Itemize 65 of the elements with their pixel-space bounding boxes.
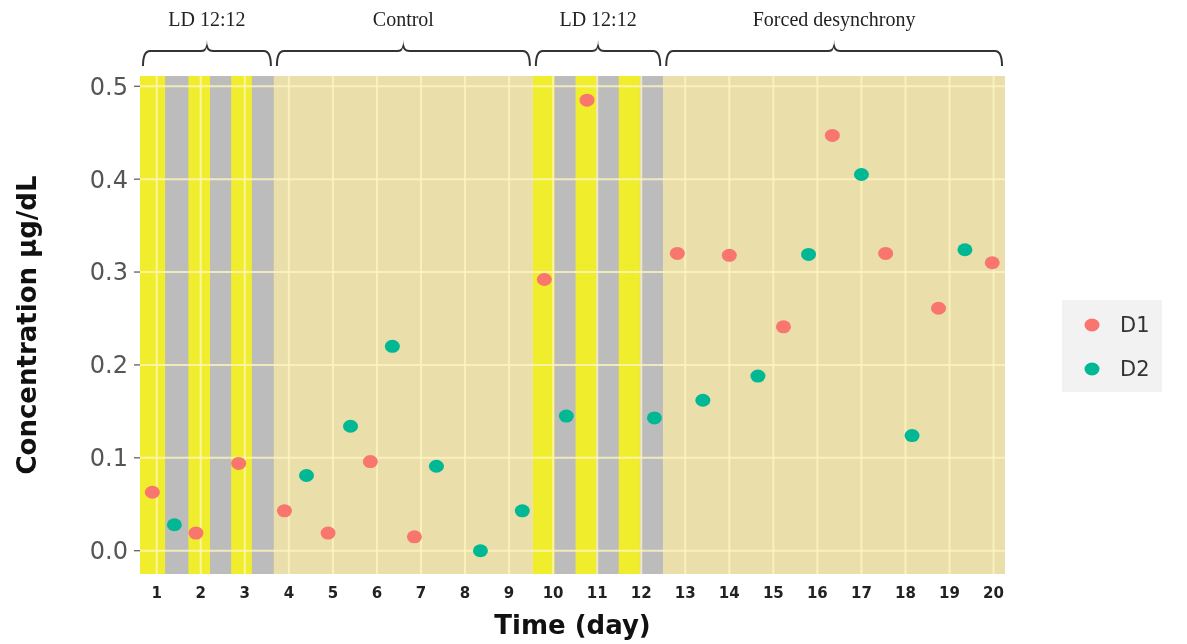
- x-tick-label: 14: [718, 584, 740, 602]
- point: [320, 526, 336, 540]
- x-tick-label: 18: [895, 584, 916, 602]
- x-tick-label: 16: [806, 584, 828, 602]
- x-tick-label: 17: [850, 584, 872, 602]
- x-tick-label: 4: [283, 584, 295, 602]
- point: [362, 455, 378, 469]
- point: [721, 248, 737, 262]
- point: [472, 544, 488, 558]
- x-tick-label: 9: [503, 584, 515, 602]
- x-tick-label: 19: [939, 584, 960, 602]
- y-tick-label: 0.2: [89, 351, 128, 380]
- legend-label: D2: [1120, 357, 1150, 382]
- point: [750, 369, 766, 383]
- point: [646, 411, 662, 425]
- point: [558, 409, 574, 423]
- point: [298, 469, 314, 483]
- point: [931, 301, 946, 315]
- point: [904, 429, 920, 443]
- x-tick-label: 13: [674, 584, 696, 602]
- x-tick-label: 20: [983, 584, 1004, 602]
- y-tick-label: 0.0: [89, 537, 128, 566]
- x-tick-label: 1: [151, 584, 162, 602]
- x-tick-label: 2: [195, 584, 206, 602]
- x-tick-label: 10: [542, 584, 564, 602]
- x-tick-label: 6: [371, 584, 383, 602]
- point: [853, 167, 869, 181]
- point: [801, 247, 817, 261]
- point: [343, 419, 359, 433]
- point: [276, 504, 292, 518]
- y-tick-label: 0.1: [89, 444, 128, 473]
- point: [957, 243, 973, 257]
- x-tick-label: 5: [327, 584, 339, 602]
- x-axis-title: Time (day): [494, 610, 651, 640]
- point: [166, 518, 182, 532]
- y-tick-label: 0.3: [89, 258, 128, 287]
- point: [824, 128, 840, 142]
- band-label: LD 12:12: [168, 8, 246, 30]
- point: [984, 256, 1000, 270]
- y-axis-title: Concentration μg/dL: [12, 175, 42, 475]
- point: [406, 530, 422, 544]
- x-tick-label: 11: [586, 584, 608, 602]
- x-tick-label: 7: [415, 584, 427, 602]
- point: [188, 526, 204, 540]
- point: [144, 485, 160, 499]
- y-tick-label: 0.4: [89, 165, 128, 194]
- band-label: Control: [372, 8, 435, 30]
- point: [695, 393, 711, 407]
- x-tick-label: 15: [762, 584, 784, 602]
- point: [384, 339, 400, 353]
- x-tick-label: 12: [630, 584, 652, 602]
- y-tick-label: 0.5: [89, 72, 128, 101]
- x-tick-label: 8: [459, 584, 471, 602]
- point: [231, 456, 247, 470]
- point: [669, 246, 685, 260]
- band-label: LD 12:12: [559, 8, 637, 30]
- point: [878, 246, 894, 260]
- point: [775, 320, 791, 334]
- legend-label: D1: [1120, 313, 1150, 338]
- point: [514, 504, 530, 518]
- point: [536, 272, 552, 286]
- x-tick-label: 3: [239, 584, 251, 602]
- point: [579, 93, 595, 107]
- band-label: Forced desynchrony: [752, 8, 916, 31]
- point: [428, 459, 444, 473]
